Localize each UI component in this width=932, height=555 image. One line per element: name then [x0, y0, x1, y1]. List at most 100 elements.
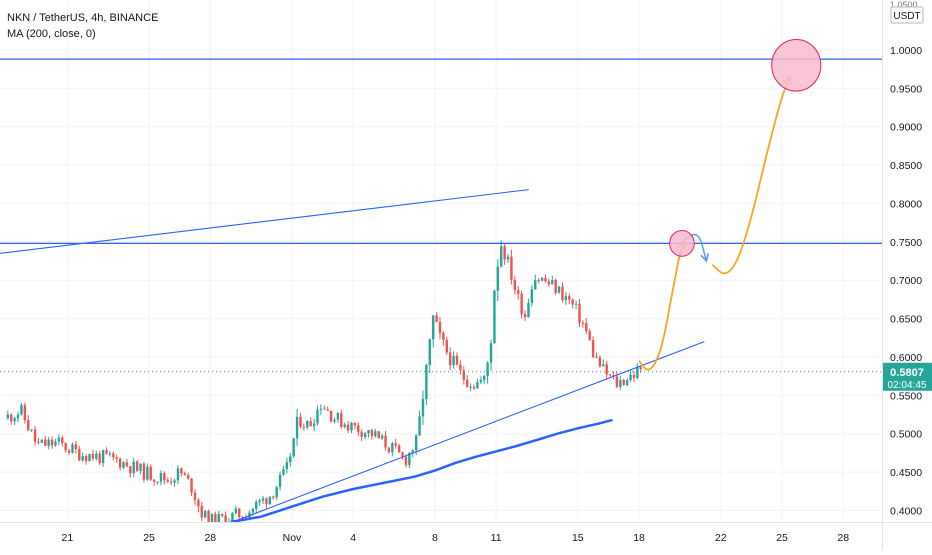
candle-body: [380, 435, 384, 439]
candle-body: [527, 303, 530, 318]
candle-body: [54, 441, 57, 446]
candle-body: [602, 364, 605, 367]
candle-body: [418, 416, 421, 436]
candle-body: [360, 432, 363, 437]
candle-body: [166, 480, 169, 482]
candle-body: [50, 439, 54, 446]
candle-body: [622, 379, 625, 385]
candle-body: [384, 435, 387, 448]
price-tick-label: 0.8000: [890, 198, 922, 210]
candle-body: [255, 501, 258, 509]
candle-body: [500, 246, 503, 267]
candle-body: [367, 429, 370, 434]
candle-body: [214, 514, 217, 527]
candle-body: [159, 473, 163, 482]
candle-body: [275, 487, 278, 498]
candle-body: [540, 278, 544, 281]
price-tick-label: 0.5000: [890, 429, 922, 441]
candle-body: [346, 424, 350, 431]
candle-body: [632, 374, 636, 378]
time-tick-label: 15: [572, 532, 584, 544]
candle-body: [316, 409, 319, 424]
candle-body: [547, 281, 551, 285]
candle-body: [146, 466, 149, 480]
candle-body: [483, 375, 486, 381]
candle-body: [156, 481, 159, 483]
symbol-title[interactable]: NKN / TetherUS, 4h, BINANCE: [7, 12, 159, 24]
candle-body: [125, 462, 129, 467]
candle-body: [309, 421, 312, 427]
candle-body: [462, 370, 465, 380]
candle-body: [67, 450, 71, 453]
grid: [0, 0, 882, 522]
price-tick-label: 0.5500: [890, 390, 922, 402]
ma-indicator-label[interactable]: MA (200, close, 0): [7, 28, 96, 40]
candle-body: [401, 452, 404, 457]
candle-body: [608, 374, 612, 376]
candle-body: [16, 414, 20, 419]
price-tick-label: 0.4500: [890, 467, 922, 479]
candle-body: [295, 416, 299, 439]
candle-body: [435, 315, 438, 323]
candle-body: [476, 382, 479, 389]
candle-body: [37, 441, 40, 443]
candle-body: [265, 498, 268, 505]
candle-body: [578, 303, 581, 323]
candle-body: [370, 429, 374, 437]
candle-body: [585, 322, 588, 332]
candle-body: [302, 426, 306, 428]
candle-body: [129, 466, 132, 474]
candle-body: [523, 314, 527, 318]
candle-body: [44, 439, 47, 446]
candle-body: [193, 492, 197, 500]
candle-body: [329, 410, 333, 422]
candle-body: [431, 315, 435, 340]
candle-body: [425, 364, 428, 399]
candle-body: [40, 439, 44, 443]
price-tick-label: 0.8500: [890, 160, 922, 172]
candle-body: [561, 286, 564, 301]
candle-body: [438, 322, 442, 334]
candle-body: [506, 256, 510, 260]
candle-body: [595, 357, 598, 359]
price-tick-label-partial: 1.0500: [890, 0, 918, 10]
candle-body: [61, 437, 64, 444]
candle-body: [78, 449, 81, 461]
candle-body: [588, 331, 591, 341]
candle-body: [530, 289, 534, 304]
candle-body: [115, 457, 118, 459]
candle-body: [13, 418, 16, 422]
candle-body: [394, 443, 397, 446]
candle-body: [289, 456, 292, 463]
candle-body: [581, 322, 585, 324]
time-tick-label: Nov: [283, 532, 302, 544]
candle-body: [105, 450, 108, 455]
price-axis-background: [882, 0, 932, 550]
candle-body: [197, 499, 200, 507]
candle-body: [615, 376, 619, 388]
candle-body: [496, 266, 500, 291]
candle-body: [118, 458, 122, 468]
candle-body: [554, 279, 557, 293]
candle-body: [629, 374, 632, 381]
candle-body: [411, 450, 414, 453]
time-tick-label: 21: [62, 532, 74, 544]
candle-body: [47, 439, 50, 446]
candle-body: [278, 474, 282, 488]
candle-body: [10, 414, 13, 422]
candle-body: [353, 422, 357, 426]
candle-body: [108, 453, 112, 455]
candle-body: [350, 422, 353, 431]
candle-body: [251, 508, 255, 513]
candle-body: [326, 409, 329, 411]
candle-body: [23, 405, 27, 421]
projection-path-1: [638, 241, 685, 371]
last-price-badge: [883, 362, 932, 391]
candle-body: [636, 367, 639, 378]
time-axis-background: [0, 522, 882, 550]
candle-body: [520, 293, 523, 315]
projection-path-2: [711, 76, 791, 275]
